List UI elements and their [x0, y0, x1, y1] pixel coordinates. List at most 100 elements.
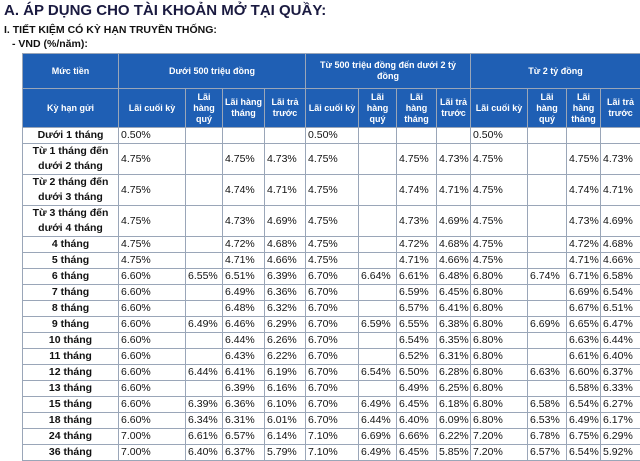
sub-header: Lãi cuối kỳ	[470, 88, 529, 128]
rate-cell: 6.80%	[470, 348, 529, 365]
empty-cell	[527, 348, 568, 365]
table-row: 12 tháng 6.60% 6.44% 6.41% 6.19% 6.70% 6.54% 6.…	[22, 364, 640, 381]
empty-cell	[264, 127, 306, 144]
rate-cell: 4.71%	[222, 252, 265, 269]
rate-cell: 6.35%	[435, 332, 472, 349]
rate-cell: 4.71%	[566, 252, 602, 269]
rate-cell: 6.66%	[396, 428, 437, 445]
empty-cell	[222, 127, 265, 144]
table-row: 8 tháng 6.60% 6.48% 6.32% 6.70% 6.57% 6.41% 6.8…	[22, 300, 640, 317]
corner-header: Mức tiền	[22, 53, 119, 89]
rate-cell: 6.54%	[358, 364, 397, 381]
sub-header: Lãi hàng quý	[527, 88, 568, 128]
table-row: Từ 3 tháng đến dưới 4 tháng 4.75% 4.73% 4.6…	[22, 205, 640, 237]
empty-cell	[358, 143, 397, 175]
rate-cell: 6.36%	[264, 284, 306, 301]
rate-cell: 6.59%	[396, 284, 437, 301]
rate-cell: 6.54%	[600, 284, 640, 301]
rate-cell: 0.50%	[305, 127, 359, 144]
term-cell: 24 tháng	[22, 428, 119, 445]
term-cell: Từ 2 tháng đến dưới 3 tháng	[22, 174, 119, 206]
section-title: I. TIẾT KIỆM CÓ KỲ HẠN TRUYỀN THỐNG:	[4, 24, 217, 36]
sub-header: Lãi cuối kỳ	[305, 88, 359, 128]
rate-cell: 6.51%	[600, 300, 640, 317]
rate-cell: 6.70%	[305, 268, 359, 285]
empty-cell	[527, 284, 568, 301]
rate-cell: 6.33%	[600, 380, 640, 397]
rate-cell: 6.18%	[435, 396, 472, 413]
table-row: Dưới 1 tháng 0.50% 0.50% 0.50%	[22, 127, 640, 144]
rate-cell: 5.85%	[435, 444, 472, 461]
empty-cell	[527, 252, 568, 269]
title: A. ÁP DỤNG CHO TÀI KHOẢN MỞ TẠI QUẦY:	[4, 2, 327, 19]
empty-cell	[358, 236, 397, 253]
rate-cell: 4.75%	[118, 143, 186, 175]
rate-cell: 6.40%	[396, 412, 437, 429]
empty-cell	[527, 300, 568, 317]
rate-cell: 6.70%	[305, 332, 359, 349]
currency-label: - VND (%/năm):	[12, 38, 88, 50]
empty-cell	[358, 205, 397, 237]
rate-cell: 6.43%	[222, 348, 265, 365]
rate-cell: 6.52%	[396, 348, 437, 365]
table-row: 5 tháng 4.75% 4.71% 4.66% 4.75% 4.71% 4.66% 4.7…	[22, 252, 640, 269]
empty-cell	[358, 348, 397, 365]
rate-cell: 6.36%	[222, 396, 265, 413]
rate-cell: 6.16%	[264, 380, 306, 397]
sub-header: Lãi hàng quý	[358, 88, 397, 128]
rate-table: Mức tiền Dưới 500 triệu đồng Từ 500 triệu …	[22, 53, 640, 461]
term-cell: 7 tháng	[22, 284, 119, 301]
rate-cell: 0.50%	[118, 127, 186, 144]
rate-cell: 4.75%	[305, 174, 359, 206]
empty-cell	[527, 127, 568, 144]
rate-cell: 6.80%	[470, 380, 529, 397]
rate-cell: 4.75%	[118, 174, 186, 206]
rate-cell: 7.10%	[305, 428, 359, 445]
table-row: 4 tháng 4.75% 4.72% 4.68% 4.75% 4.72% 4.68% 4.7…	[22, 236, 640, 253]
rate-cell: 6.74%	[527, 268, 568, 285]
table-row: 7 tháng 6.60% 6.49% 6.36% 6.70% 6.59% 6.45% 6.8…	[22, 284, 640, 301]
rate-cell: 4.72%	[222, 236, 265, 253]
table-row: 10 tháng 6.60% 6.44% 6.26% 6.70% 6.54% 6.35% 6.…	[22, 332, 640, 349]
table-row: Từ 2 tháng đến dưới 3 tháng 4.75% 4.74% 4.7…	[22, 174, 640, 206]
rate-cell: 4.73%	[396, 205, 437, 237]
empty-cell	[527, 236, 568, 253]
sub-header: Lãi cuối kỳ	[118, 88, 186, 128]
rate-cell: 6.54%	[396, 332, 437, 349]
rate-cell: 4.72%	[566, 236, 602, 253]
rate-cell: 6.49%	[566, 412, 602, 429]
term-cell: 9 tháng	[22, 316, 119, 333]
rate-cell: 6.44%	[222, 332, 265, 349]
empty-cell	[358, 127, 397, 144]
empty-cell	[185, 143, 223, 175]
rate-cell: 6.31%	[222, 412, 265, 429]
rate-cell: 4.75%	[118, 205, 186, 237]
rate-cell: 6.70%	[305, 412, 359, 429]
empty-cell	[185, 380, 223, 397]
rate-cell: 6.60%	[118, 300, 186, 317]
rate-cell: 4.74%	[396, 174, 437, 206]
term-cell: 15 tháng	[22, 396, 119, 413]
empty-cell	[527, 380, 568, 397]
rate-cell: 6.10%	[264, 396, 306, 413]
rate-cell: 6.60%	[118, 316, 186, 333]
term-cell: Từ 3 tháng đến dưới 4 tháng	[22, 205, 119, 237]
rate-cell: 6.09%	[435, 412, 472, 429]
empty-cell	[527, 174, 568, 206]
rate-cell: 6.29%	[600, 428, 640, 445]
rate-cell: 6.25%	[435, 380, 472, 397]
table-row: 9 tháng 6.60% 6.49% 6.46% 6.29% 6.70% 6.59% 6.5…	[22, 316, 640, 333]
rate-cell: 4.73%	[222, 205, 265, 237]
rate-cell: 6.44%	[358, 412, 397, 429]
term-header: Kỳ hạn gửi	[22, 88, 119, 128]
rate-cell: 4.75%	[470, 143, 529, 175]
group-header: Dưới 500 triệu đồng	[118, 53, 306, 89]
rate-cell: 6.57%	[222, 428, 265, 445]
rate-cell: 6.32%	[264, 300, 306, 317]
rate-cell: 6.57%	[527, 444, 568, 461]
empty-cell	[185, 348, 223, 365]
term-cell: 6 tháng	[22, 268, 119, 285]
table-row: 13 tháng 6.60% 6.39% 6.16% 6.70% 6.49% 6.25% 6.…	[22, 380, 640, 397]
rate-cell: 6.26%	[264, 332, 306, 349]
rate-cell: 6.48%	[222, 300, 265, 317]
